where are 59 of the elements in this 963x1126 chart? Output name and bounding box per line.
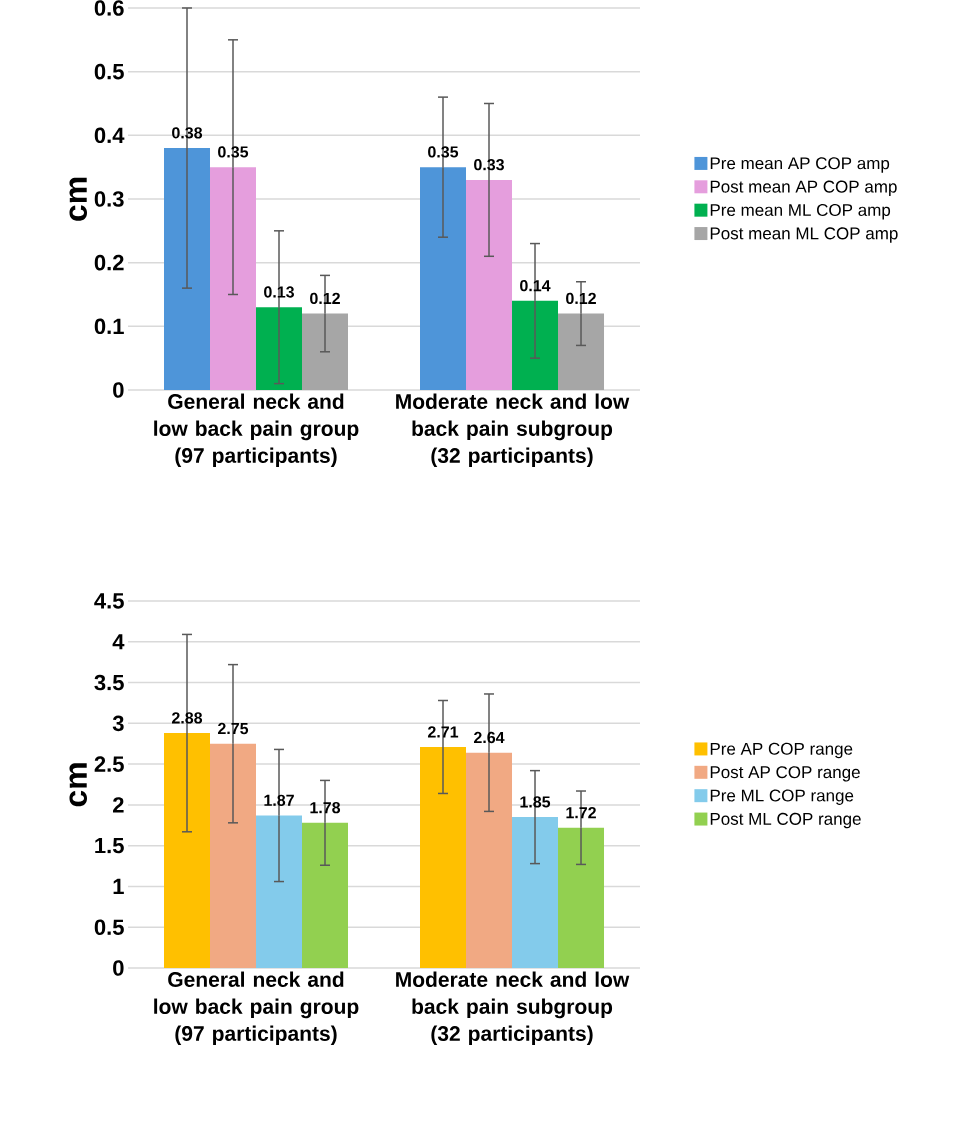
y-tick-label: 1.5 <box>95 837 124 854</box>
bar <box>466 752 513 968</box>
bar <box>210 743 256 968</box>
y-tick-label: 0.6 <box>94 0 124 16</box>
x-tick-label: General neck and low back pain group (97 participants) <box>154 971 359 1046</box>
legend-label: Post AP COP range <box>710 766 860 782</box>
legend-label: Post mean AP COP amp <box>710 180 897 197</box>
y-tick-label: 0.5 <box>94 919 124 936</box>
y-tick-label: 4.5 <box>94 593 124 609</box>
y-tick-label: 0.2 <box>94 254 124 271</box>
y-tick-label: 0.4 <box>94 127 125 144</box>
y-tick-label: 3 <box>112 715 124 732</box>
bar <box>512 817 559 968</box>
data-label: 2.88 <box>171 712 203 724</box>
legend-label: Pre AP COP range <box>710 742 853 759</box>
y-tick-label: 0.5 <box>94 63 124 80</box>
data-label: 0.12 <box>310 292 340 305</box>
y-axis-title: cm <box>69 763 88 807</box>
bar <box>302 822 348 968</box>
y-tick-label: 0 <box>113 960 124 976</box>
y-tick-label: 4 <box>112 634 125 650</box>
data-label: 1.78 <box>310 801 341 814</box>
y-tick-label: 2 <box>113 797 124 813</box>
data-label: 1.85 <box>520 796 551 808</box>
data-label: 0.38 <box>172 127 203 139</box>
bar <box>164 733 210 968</box>
legend-label: Pre mean ML COP amp <box>710 203 891 220</box>
bar <box>558 827 605 968</box>
x-tick-label: Moderate neck and low back pain subgroup (32 participants) <box>396 393 630 468</box>
data-label: 2.64 <box>473 731 505 744</box>
data-label: 2.71 <box>427 726 459 738</box>
x-tick-label: General neck and low back pain group (97 participants) <box>154 393 359 468</box>
bar <box>256 815 302 968</box>
data-label: 0.12 <box>566 292 596 305</box>
bar <box>420 746 467 968</box>
y-tick-label: 0.3 <box>94 191 124 207</box>
legend-label: Post ML COP range <box>710 812 861 829</box>
bar <box>558 313 605 390</box>
data-label: 2.75 <box>217 722 249 735</box>
bar <box>466 179 513 390</box>
data-label: 0.33 <box>474 159 504 171</box>
bar <box>420 167 467 390</box>
data-label: 0.35 <box>428 146 459 158</box>
legend-label: Pre mean AP COP amp <box>710 157 890 173</box>
y-tick-label: 3.5 <box>94 674 124 691</box>
data-label: 0.13 <box>264 286 294 298</box>
legend-label: Post mean ML COP amp <box>710 227 898 243</box>
data-label: 0.14 <box>520 280 551 292</box>
data-label: 1.72 <box>566 807 596 819</box>
legend-label: Pre ML COP range <box>710 789 854 805</box>
y-tick-label: 2.5 <box>94 756 124 772</box>
y-axis-title: cm <box>69 177 88 221</box>
x-tick-label: Moderate neck and low back pain subgroup (32 participants) <box>396 971 630 1046</box>
y-tick-label: 0.1 <box>94 318 124 335</box>
y-tick-label: 0 <box>113 382 124 398</box>
y-tick-label: 1 <box>113 878 124 895</box>
data-label: 0.35 <box>218 146 249 158</box>
bar <box>302 313 348 390</box>
data-label: 1.87 <box>264 794 294 806</box>
